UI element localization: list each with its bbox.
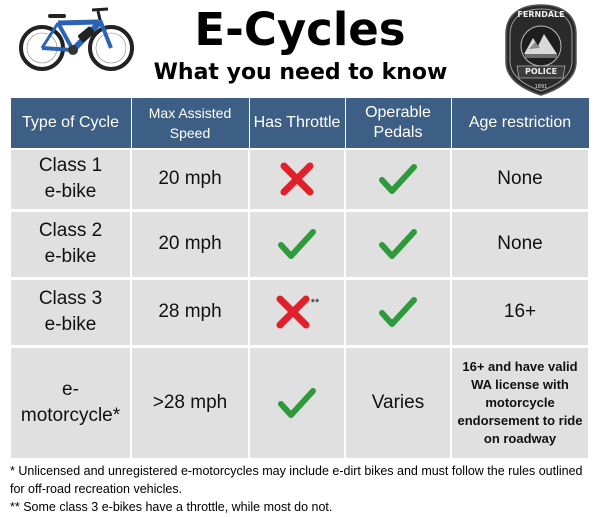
cross-icon [280,162,314,196]
footnote-throttle: ** Some class 3 e-bikes have a throttle,… [10,500,333,514]
throttle-cell [248,210,346,280]
table-row: Class 3 e-bike 28 mph ** 16+ [9,278,590,348]
check-icon [379,229,417,259]
check-icon [278,387,316,418]
footnotes: * Unlicensed and unregistered e-motorcyc… [10,462,595,516]
cycle-type-cell: Class 1 e-bike [9,149,132,212]
table-row: Class 2 e-bike 20 mph None [9,210,590,280]
cycle-type-cell: Class 2 e-bike [9,210,132,280]
badge-top-text: FERNDALE [517,10,565,19]
pedals-cell [344,278,452,348]
table-row: e-motorcycle* >28 mph Varies 16+ and hav… [9,346,590,461]
police-badge: FERNDALE POLICE 1891 [505,4,577,96]
cycle-type-cell: Class 3 e-bike [9,278,132,348]
speed-cell: 28 mph [130,278,250,348]
table-row: Class 1 e-bike 20 mph None [9,149,590,212]
column-header-throttle: Has Throttle [248,98,346,150]
page-title: E-Cycles [194,3,406,56]
column-header-pedals: Operable Pedals [344,98,452,150]
footnote-motorcycle: * Unlicensed and unregistered e-motorcyc… [10,464,583,496]
throttle-cell [248,149,346,212]
column-header-speed: Max Assisted Speed [130,98,250,150]
page-subtitle: What you need to know [153,60,448,85]
throttle-cell: ** [248,278,346,348]
throttle-cell [248,346,346,461]
badge-year-text: 1891 [534,84,548,90]
badge-shield-icon [505,4,577,96]
age-cell: None [450,210,590,280]
footnote-marker: ** [310,297,320,309]
age-cell: None [450,149,590,212]
check-icon [379,297,417,327]
check-icon [379,164,417,195]
cycle-type-cell: e-motorcycle* [9,346,132,461]
bicycle-image [19,7,134,71]
pedals-cell [344,149,452,212]
column-header-type: Type of Cycle [9,98,132,150]
table-header-row: Type of Cycle Max Assisted Speed Has Thr… [9,98,590,150]
pedals-cell [344,210,452,280]
speed-cell: 20 mph [130,210,250,280]
speed-cell: 20 mph [130,149,250,212]
ecycle-comparison-table: Type of Cycle Max Assisted Speed Has Thr… [9,98,590,461]
age-cell: 16+ and have valid WA license with motor… [450,346,590,461]
badge-police-text: POLICE [524,67,558,76]
header: E-Cycles What you need to know FERNDALE … [0,0,598,96]
age-cell: 16+ [450,278,590,348]
pedals-cell: Varies [344,346,452,461]
cross-icon [276,295,310,329]
speed-cell: >28 mph [130,346,250,461]
column-header-age: Age restriction [450,98,590,150]
check-icon [278,229,316,259]
